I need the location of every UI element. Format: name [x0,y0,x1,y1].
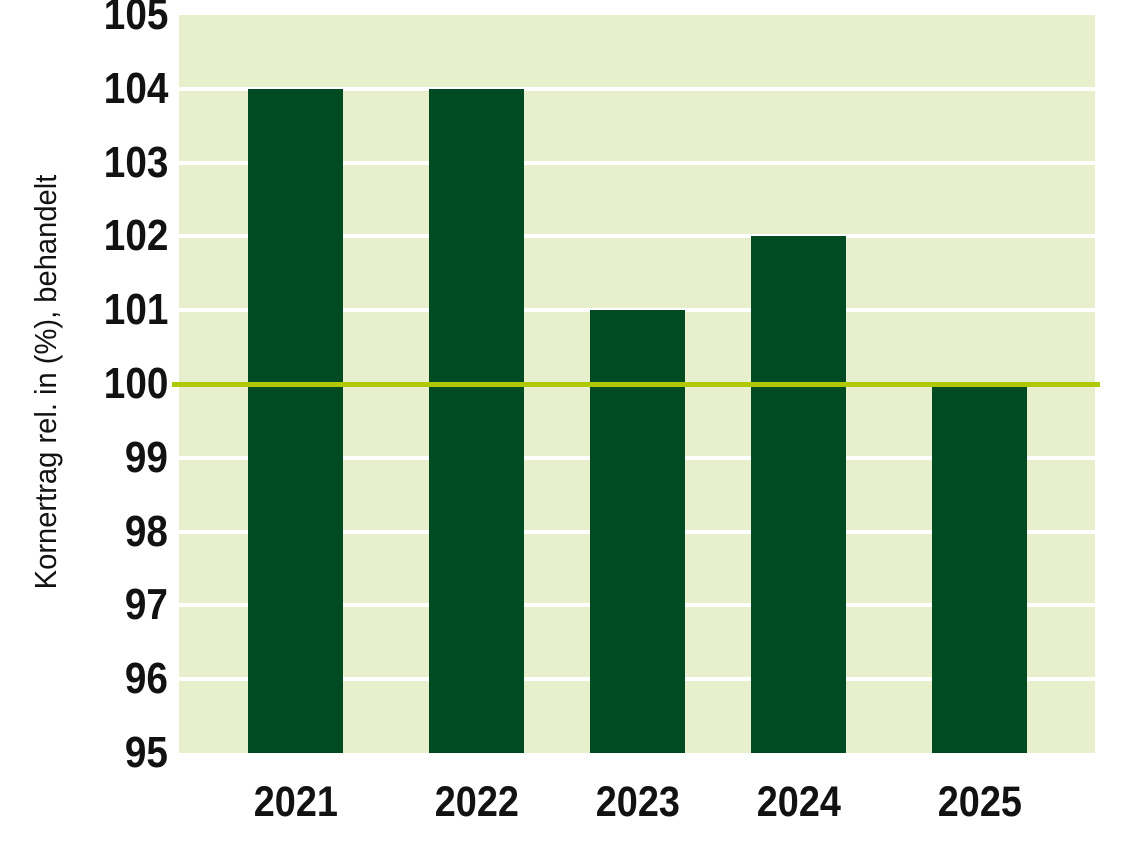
y-axis-title-text: Kornertrag rel. in (%), behandelt [28,174,63,590]
y-tick-label-102: 102 [0,210,168,262]
y-tick-text: 105 [103,0,168,39]
x-tick-text: 2024 [756,778,841,826]
bar-2023 [589,310,685,753]
bar-2022 [429,88,525,753]
gridline-104 [179,86,1095,91]
gridline-102 [179,234,1095,239]
y-tick-text: 102 [103,211,168,261]
y-tick-label-98: 98 [0,506,168,558]
y-tick-label-104: 104 [0,63,168,115]
x-tick-label-2021: 2021 [211,778,381,826]
y-tick-text: 103 [103,137,168,187]
y-tick-label-103: 103 [0,137,168,189]
bar-2021 [248,88,343,753]
y-tick-label-97: 97 [0,579,168,631]
gridline-103 [179,160,1095,165]
y-tick-text: 101 [103,285,168,335]
y-axis-title: Kornertrag rel. in (%), behandelt [28,161,64,602]
y-tick-text: 98 [124,506,168,556]
x-tick-text: 2022 [434,778,519,826]
y-tick-label-95: 95 [0,727,168,779]
bar-2024 [750,236,846,753]
x-tick-text: 2023 [595,778,680,826]
baseline-100-line [172,381,1100,387]
y-tick-text: 97 [124,580,168,630]
y-tick-text: 100 [103,359,168,408]
x-tick-label-2023: 2023 [552,778,722,826]
gridline-101 [179,308,1095,313]
x-tick-label-2022: 2022 [392,778,562,826]
bar-2025 [931,384,1027,753]
x-tick-label-2024: 2024 [713,778,883,826]
x-tick-label-2025: 2025 [894,778,1064,826]
x-tick-text: 2025 [937,778,1022,826]
y-tick-label-99: 99 [0,432,168,484]
x-tick-text: 2021 [253,778,338,826]
y-tick-label-105: 105 [0,0,168,41]
y-tick-label-100: 100 [0,358,168,410]
y-tick-text: 104 [103,63,168,113]
y-tick-text: 95 [124,728,168,777]
y-tick-label-101: 101 [0,284,168,336]
y-tick-text: 99 [124,432,168,482]
y-tick-text: 96 [124,654,168,704]
y-tick-label-96: 96 [0,653,168,705]
